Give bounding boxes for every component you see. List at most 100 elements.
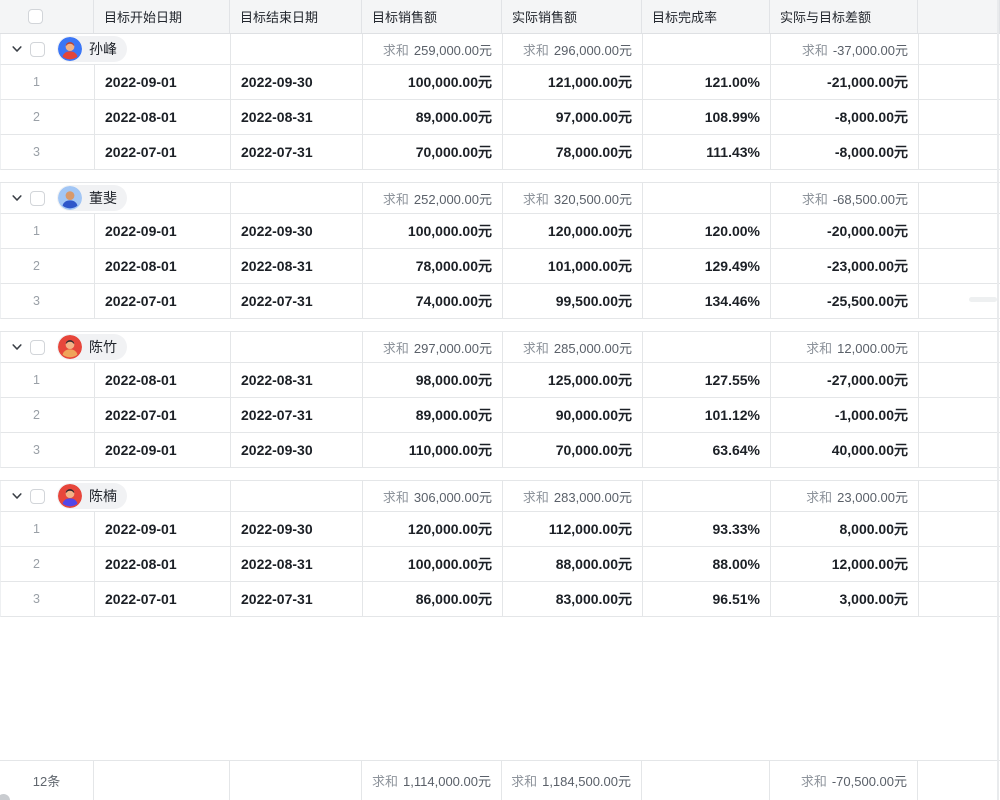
row-number-cell[interactable]: 3: [1, 135, 95, 169]
group-checkbox[interactable]: [30, 339, 45, 355]
cell-completion-rate[interactable]: 96.51%: [643, 582, 771, 616]
group-sum-target-sales[interactable]: 求和 306,000.00元: [363, 481, 503, 511]
group-sum-target-sales[interactable]: 求和 252,000.00元: [363, 183, 503, 213]
cell-target-sales[interactable]: 89,000.00元: [363, 398, 503, 432]
cell-target-sales[interactable]: 70,000.00元: [363, 135, 503, 169]
cell-target-start-date[interactable]: 2022-07-01: [95, 582, 231, 616]
person-pill[interactable]: 孙峰: [57, 36, 127, 62]
cell-completion-rate[interactable]: 127.55%: [643, 363, 771, 397]
group-empty-cell[interactable]: [643, 481, 771, 511]
cell-completion-rate[interactable]: 88.00%: [643, 547, 771, 581]
group-sum-diff[interactable]: 求和 12,000.00元: [771, 332, 919, 362]
cell-target-diff[interactable]: 3,000.00元: [771, 582, 919, 616]
table-row[interactable]: 2 2022-07-01 2022-07-31 89,000.00元 90,00…: [0, 398, 1000, 433]
person-pill[interactable]: 陈楠: [57, 483, 127, 509]
cell-completion-rate[interactable]: 63.64%: [643, 433, 771, 467]
cell-actual-sales[interactable]: 101,000.00元: [503, 249, 643, 283]
person-pill[interactable]: 陈竹: [57, 334, 127, 360]
group-empty-cell[interactable]: [643, 183, 771, 213]
cell-target-end-date[interactable]: 2022-08-31: [231, 363, 363, 397]
cell-target-diff[interactable]: -21,000.00元: [771, 65, 919, 99]
collapse-chevron-icon[interactable]: [9, 490, 25, 502]
cell-target-diff[interactable]: -27,000.00元: [771, 363, 919, 397]
collapse-chevron-icon[interactable]: [9, 341, 25, 353]
cell-target-sales[interactable]: 100,000.00元: [363, 65, 503, 99]
footer-sum-target-sales[interactable]: 求和 1,114,000.00元: [362, 761, 502, 800]
cell-actual-sales[interactable]: 78,000.00元: [503, 135, 643, 169]
cell-target-end-date[interactable]: 2022-07-31: [231, 135, 363, 169]
cell-target-end-date[interactable]: 2022-07-31: [231, 284, 363, 318]
cell-target-end-date[interactable]: 2022-09-30: [231, 512, 363, 546]
cell-target-sales[interactable]: 89,000.00元: [363, 100, 503, 134]
cell-target-start-date[interactable]: 2022-08-01: [95, 100, 231, 134]
cell-actual-sales[interactable]: 121,000.00元: [503, 65, 643, 99]
person-pill[interactable]: 董斐: [57, 185, 127, 211]
footer-sum-diff[interactable]: 求和 -70,500.00元: [770, 761, 918, 800]
cell-completion-rate[interactable]: 134.46%: [643, 284, 771, 318]
group-header-row[interactable]: 孙峰 求和 259,000.00元 求和 296,000.00元 求和 -37,000…: [0, 34, 1000, 65]
cell-completion-rate[interactable]: 120.00%: [643, 214, 771, 248]
cell-target-diff[interactable]: -8,000.00元: [771, 100, 919, 134]
cell-target-start-date[interactable]: 2022-07-01: [95, 135, 231, 169]
cell-actual-sales[interactable]: 83,000.00元: [503, 582, 643, 616]
cell-target-start-date[interactable]: 2022-07-01: [95, 398, 231, 432]
cell-target-sales[interactable]: 78,000.00元: [363, 249, 503, 283]
cell-actual-sales[interactable]: 112,000.00元: [503, 512, 643, 546]
col-header-target-diff[interactable]: 实际与目标差额: [770, 0, 918, 33]
group-empty-cell[interactable]: [231, 183, 363, 213]
cell-actual-sales[interactable]: 97,000.00元: [503, 100, 643, 134]
select-all-checkbox[interactable]: [28, 9, 43, 24]
cell-actual-sales[interactable]: 70,000.00元: [503, 433, 643, 467]
table-row[interactable]: 3 2022-07-01 2022-07-31 74,000.00元 99,50…: [0, 284, 1000, 319]
cell-target-sales[interactable]: 100,000.00元: [363, 547, 503, 581]
col-header-actual-sales[interactable]: 实际销售额: [502, 0, 642, 33]
group-sum-actual-sales[interactable]: 求和 283,000.00元: [503, 481, 643, 511]
table-row[interactable]: 3 2022-07-01 2022-07-31 70,000.00元 78,00…: [0, 135, 1000, 170]
row-number-cell[interactable]: 3: [1, 284, 95, 318]
group-header-row[interactable]: 陈竹 求和 297,000.00元 求和 285,000.00元 求和 12,000.…: [0, 332, 1000, 363]
group-sum-target-sales[interactable]: 求和 259,000.00元: [363, 34, 503, 64]
cell-target-diff[interactable]: 8,000.00元: [771, 512, 919, 546]
row-number-cell[interactable]: 2: [1, 249, 95, 283]
cell-target-diff[interactable]: -1,000.00元: [771, 398, 919, 432]
group-title-cell[interactable]: 陈竹: [1, 332, 231, 362]
collapse-chevron-icon[interactable]: [9, 192, 25, 204]
cell-completion-rate[interactable]: 93.33%: [643, 512, 771, 546]
group-checkbox[interactable]: [30, 41, 45, 57]
cell-completion-rate[interactable]: 108.99%: [643, 100, 771, 134]
col-header-completion-rate[interactable]: 目标完成率: [642, 0, 770, 33]
group-empty-cell[interactable]: [231, 481, 363, 511]
cell-target-end-date[interactable]: 2022-07-31: [231, 398, 363, 432]
cell-target-end-date[interactable]: 2022-09-30: [231, 433, 363, 467]
cell-target-sales[interactable]: 110,000.00元: [363, 433, 503, 467]
cell-target-start-date[interactable]: 2022-09-01: [95, 214, 231, 248]
cell-target-end-date[interactable]: 2022-09-30: [231, 65, 363, 99]
group-sum-diff[interactable]: 求和 23,000.00元: [771, 481, 919, 511]
cell-target-diff[interactable]: 12,000.00元: [771, 547, 919, 581]
group-header-row[interactable]: 陈楠 求和 306,000.00元 求和 283,000.00元 求和 23,000.…: [0, 481, 1000, 512]
table-row[interactable]: 3 2022-09-01 2022-09-30 110,000.00元 70,0…: [0, 433, 1000, 468]
col-header-target-sales[interactable]: 目标销售额: [362, 0, 502, 33]
cell-target-sales[interactable]: 74,000.00元: [363, 284, 503, 318]
group-sum-diff[interactable]: 求和 -68,500.00元: [771, 183, 919, 213]
cell-target-start-date[interactable]: 2022-09-01: [95, 65, 231, 99]
group-sum-diff[interactable]: 求和 -37,000.00元: [771, 34, 919, 64]
cell-target-start-date[interactable]: 2022-07-01: [95, 284, 231, 318]
table-row[interactable]: 2 2022-08-01 2022-08-31 78,000.00元 101,0…: [0, 249, 1000, 284]
cell-target-diff[interactable]: 40,000.00元: [771, 433, 919, 467]
footer-empty-cell[interactable]: [94, 761, 230, 800]
cell-target-diff[interactable]: -23,000.00元: [771, 249, 919, 283]
group-checkbox[interactable]: [30, 488, 45, 504]
footer-empty-cell[interactable]: [230, 761, 362, 800]
group-empty-cell[interactable]: [643, 34, 771, 64]
col-header-target-end-date[interactable]: 目标结束日期: [230, 0, 362, 33]
table-row[interactable]: 1 2022-09-01 2022-09-30 100,000.00元 121,…: [0, 65, 1000, 100]
cell-target-diff[interactable]: -8,000.00元: [771, 135, 919, 169]
group-title-cell[interactable]: 陈楠: [1, 481, 231, 511]
cell-actual-sales[interactable]: 99,500.00元: [503, 284, 643, 318]
cell-target-diff[interactable]: -25,500.00元: [771, 284, 919, 318]
row-number-cell[interactable]: 3: [1, 433, 95, 467]
table-row[interactable]: 3 2022-07-01 2022-07-31 86,000.00元 83,00…: [0, 582, 1000, 617]
cell-target-sales[interactable]: 98,000.00元: [363, 363, 503, 397]
table-row[interactable]: 1 2022-09-01 2022-09-30 100,000.00元 120,…: [0, 214, 1000, 249]
